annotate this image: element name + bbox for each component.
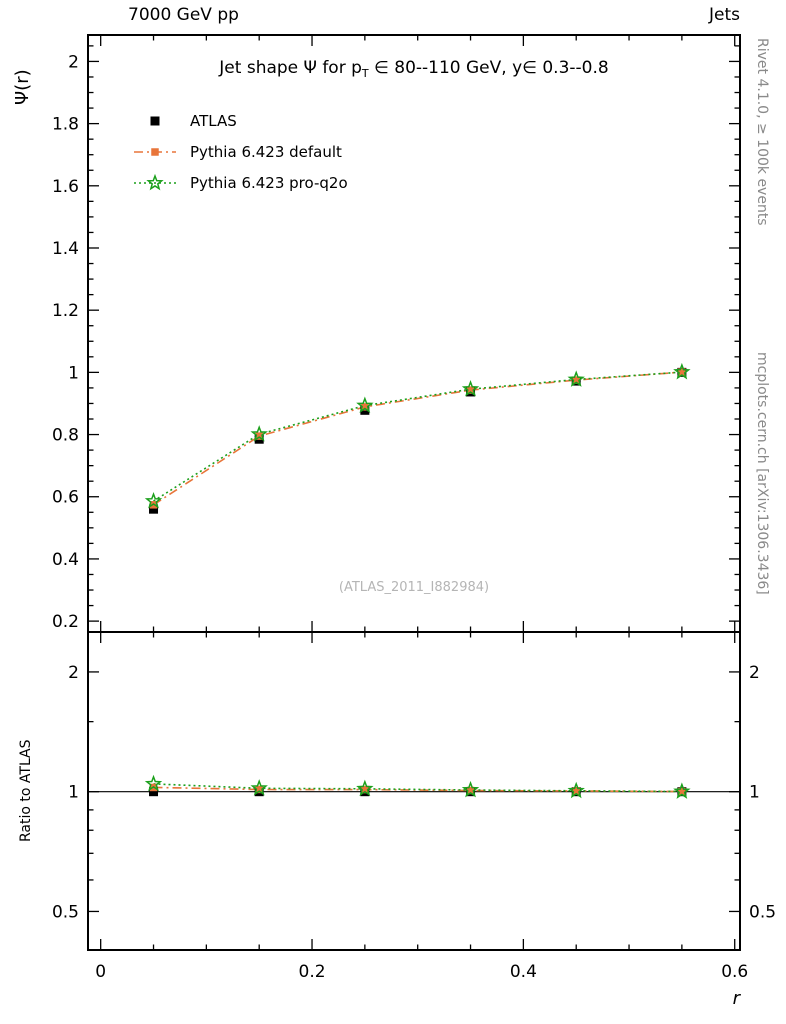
legend: ATLAS Pythia 6.423 default Pythia 6.423 … — [132, 105, 348, 198]
svg-text:1.2: 1.2 — [52, 301, 79, 321]
svg-text:1.6: 1.6 — [52, 177, 79, 197]
side-note-mcplots: mcplots.cern.ch [arXiv:1306.3436] — [754, 352, 770, 595]
svg-text:0.6: 0.6 — [52, 488, 79, 508]
svg-text:1: 1 — [749, 783, 760, 803]
svg-text:2: 2 — [749, 663, 760, 683]
x-axis-label: r — [732, 988, 740, 1009]
ratio-y-axis-label: Ratio to ATLAS — [18, 739, 34, 842]
analysis-id-watermark: (ATLAS_2011_I882984) — [338, 580, 490, 595]
data-series — [88, 362, 740, 799]
legend-marker-pythia-default-icon — [134, 147, 176, 156]
svg-text:1.8: 1.8 — [52, 115, 79, 135]
svg-text:0.2: 0.2 — [52, 612, 79, 632]
legend-label-pythia-default: Pythia 6.423 default — [190, 142, 342, 161]
plot-title: Jet shape Ψ for pT ∈ 80--110 GeV, y∈ 0.3… — [88, 58, 740, 80]
legend-label-atlas: ATLAS — [190, 111, 237, 130]
svg-text:0: 0 — [95, 962, 106, 982]
svg-text:1.4: 1.4 — [52, 239, 79, 259]
plot-title-part2: ∈ 80--110 GeV, y∈ 0.3--0.8 — [368, 58, 609, 78]
svg-text:0.2: 0.2 — [299, 962, 326, 982]
side-note-rivet: Rivet 4.1.0, ≥ 100k events — [754, 38, 770, 226]
svg-text:0.5: 0.5 — [749, 902, 776, 922]
svg-text:2: 2 — [68, 52, 79, 72]
legend-label-pythia-proq2o: Pythia 6.423 pro-q2o — [190, 173, 348, 192]
svg-text:1: 1 — [68, 363, 79, 383]
tick-labels: 0 0.2 0.4 0.6 0.2 0.4 0.6 0.8 1 1.2 1.4 1.6 1.8 2 0.5 0… — [52, 52, 776, 982]
svg-text:0.4: 0.4 — [52, 550, 79, 570]
plot-title-part1: Jet shape Ψ for p — [219, 58, 362, 78]
beam-energy-label: 7000 GeV pp — [128, 5, 239, 25]
main-y-axis-label: Ψ(r) — [12, 69, 33, 105]
svg-text:2: 2 — [68, 663, 79, 683]
legend-marker-pythia-proq2o-icon — [134, 173, 176, 190]
legend-marker-atlas-icon — [150, 116, 160, 125]
svg-text:0.6: 0.6 — [721, 962, 748, 982]
legend-item-pythia-default: Pythia 6.423 default — [132, 136, 348, 167]
svg-text:1: 1 — [68, 783, 79, 803]
legend-item-pythia-proq2o: Pythia 6.423 pro-q2o — [132, 167, 348, 198]
svg-text:0.5: 0.5 — [52, 902, 79, 922]
axes — [87, 34, 741, 951]
svg-text:0.8: 0.8 — [52, 426, 79, 446]
svg-text:0.4: 0.4 — [510, 962, 537, 982]
legend-item-atlas: ATLAS — [132, 105, 348, 136]
plot-title-subscript: T — [361, 67, 369, 80]
analysis-group-label: Jets — [709, 5, 740, 25]
